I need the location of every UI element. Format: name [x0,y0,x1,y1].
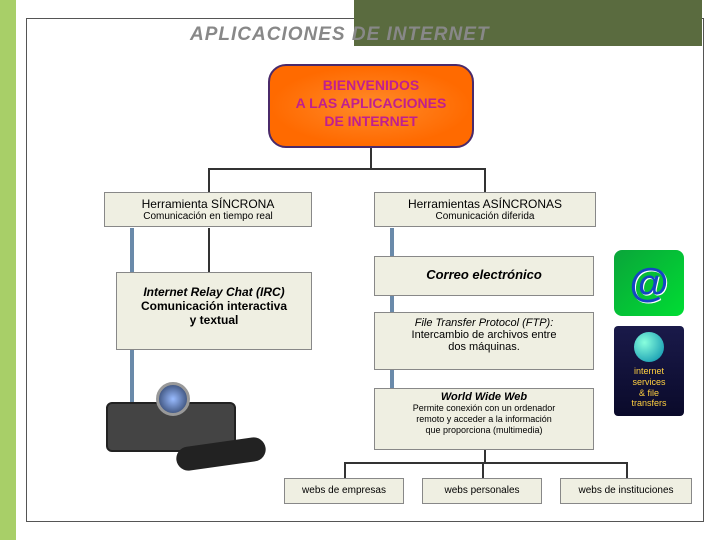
node-www: World Wide Web Permite conexión con un o… [374,388,594,450]
connector [208,168,486,170]
asincrona-subtitle: Comunicación diferida [381,211,589,222]
leaf-webs-personales: webs personales [422,478,542,504]
connector [484,168,486,192]
irc-line-3: y textual [123,313,305,327]
ftp-line-3: dos máquinas. [381,341,587,353]
connector [482,462,484,478]
device-lens-icon [156,382,190,416]
www-title: World Wide Web [381,391,587,403]
node-sincrona: Herramienta SÍNCRONA Comunicación en tie… [104,192,312,227]
node-asincrona: Herramientas ASÍNCRONAS Comunicación dif… [374,192,596,227]
connector [626,462,628,478]
sincrona-subtitle: Comunicación en tiempo real [111,211,305,222]
asincrona-title: Herramientas ASÍNCRONAS [381,197,589,211]
welcome-line-1: BIENVENIDOS [270,76,472,94]
internet-services-icon: internet services & file transfers [614,326,684,416]
leaf-webs-empresas: webs de empresas [284,478,404,504]
www-line-2: remoto y acceder a la información [381,414,587,425]
irc-line-2: Comunicación interactiva [123,299,305,313]
correo-title: Correo electrónico [381,267,587,282]
sincrona-title: Herramienta SÍNCRONA [111,197,305,211]
connector [370,148,372,168]
www-line-3: que proporciona (multimedia) [381,425,587,436]
connector [344,462,626,464]
welcome-box: BIENVENIDOS A LAS APLICACIONES DE INTERN… [268,64,474,148]
services-text-4: transfers [616,398,682,409]
page-title: APLICACIONES DE INTERNET [190,24,490,46]
ftp-line-1: File Transfer Protocol (FTP): [381,317,587,329]
node-correo: Correo electrónico [374,256,594,296]
services-text-3: & file [616,388,682,399]
connector [208,168,210,192]
services-text-2: services [616,377,682,388]
globe-icon [634,332,664,362]
connector [208,228,210,272]
node-irc: Internet Relay Chat (IRC) Comunicación i… [116,272,312,350]
node-ftp: File Transfer Protocol (FTP): Intercambi… [374,312,594,370]
welcome-line-3: DE INTERNET [270,112,472,130]
connector [344,462,346,478]
services-text-1: internet [616,366,682,377]
welcome-line-2: A LAS APLICACIONES [270,94,472,112]
left-stripe [0,0,16,540]
ftp-line-2: Intercambio de archivos entre [381,329,587,341]
www-line-1: Permite conexión con un ordenador [381,403,587,414]
email-at-icon: @ [614,250,684,316]
at-symbol: @ [629,261,668,306]
irc-line-1: Internet Relay Chat (IRC) [123,285,305,299]
connector [484,450,486,462]
videoconference-device-icon [66,372,276,472]
leaf-webs-instituciones: webs de instituciones [560,478,692,504]
